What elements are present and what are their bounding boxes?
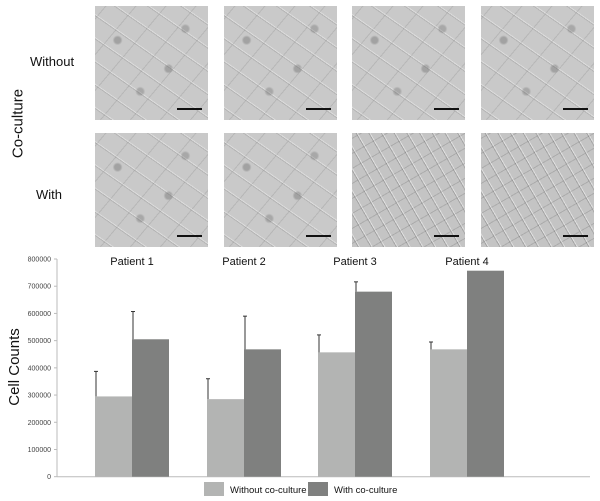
micrograph-with-patient-3	[352, 133, 465, 247]
category-label: Patient 3	[333, 256, 376, 268]
bar-with-4	[467, 270, 504, 477]
category-label: Patient 4	[445, 256, 488, 268]
micrograph-without-patient-1	[95, 6, 208, 120]
y-tick-label: 0	[47, 474, 51, 481]
micrograph-without-patient-2	[224, 6, 337, 120]
bar-chart: 0 100000 200000 300000 400000 500000 600000 700…	[6, 256, 590, 496]
scale-bar	[306, 235, 331, 237]
scale-bar	[563, 235, 588, 237]
y-axis-label: Cell Counts	[6, 328, 23, 406]
bar-with-1	[132, 339, 169, 477]
y-tick-label: 300000	[28, 393, 51, 400]
y-tick-label: 100000	[28, 447, 51, 454]
micrograph-with-patient-1	[95, 133, 208, 247]
category-label: Patient 1	[110, 256, 153, 268]
legend-label: With co-culture	[334, 485, 397, 496]
bar-without-2	[207, 399, 244, 477]
co-culture-axis-label: Co-culture	[9, 88, 27, 159]
scale-bar	[434, 235, 459, 237]
y-tick-label: 200000	[28, 420, 51, 427]
scale-bar	[177, 235, 202, 237]
bar-without-4	[430, 349, 467, 477]
legend-swatch-without	[204, 482, 224, 496]
y-tick-label: 800000	[28, 257, 51, 264]
bar-without-3	[318, 352, 355, 477]
micrograph-with-patient-4	[481, 133, 594, 247]
y-tick-label: 700000	[28, 284, 51, 291]
legend-label: Without co-culture	[230, 485, 307, 496]
legend-swatch-with	[308, 482, 328, 496]
row-label-with: With	[36, 187, 62, 202]
bar-with-2	[244, 349, 281, 477]
micrograph-with-patient-2	[224, 133, 337, 247]
row-label-without: Without	[30, 54, 75, 69]
y-tick-label: 400000	[28, 365, 51, 372]
y-tick-label: 500000	[28, 338, 51, 345]
bar-without-1	[95, 396, 132, 477]
scale-bar	[434, 108, 459, 110]
scale-bar	[177, 108, 202, 110]
scale-bar	[306, 108, 331, 110]
scale-bar	[563, 108, 588, 110]
category-label: Patient 2	[222, 256, 265, 268]
y-tick-label: 600000	[28, 311, 51, 318]
micrograph-without-patient-4	[481, 6, 594, 120]
micrograph-without-patient-3	[352, 6, 465, 120]
bar-with-3	[355, 291, 392, 477]
